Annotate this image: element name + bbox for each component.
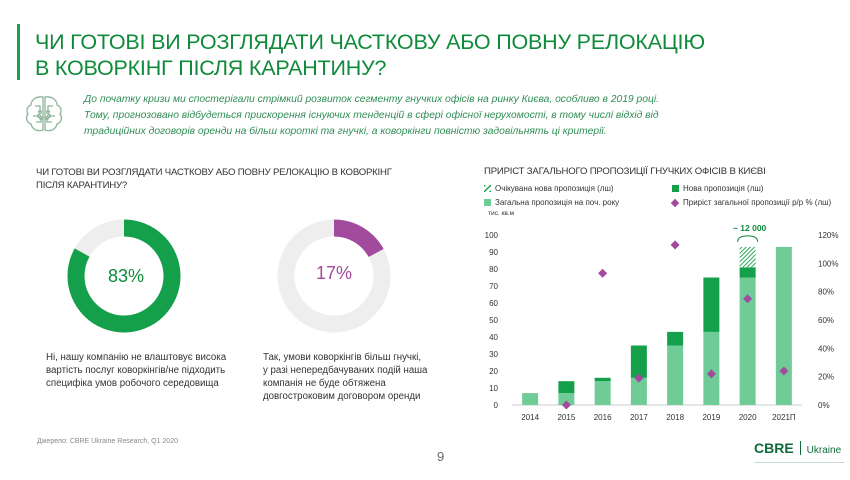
chart-title: ПРИРІСТ ЗАГАЛЬНОГО ПРОПОЗИЦІЇ ГНУЧКИХ ОФ…: [484, 166, 766, 177]
logo-text: CBRE: [754, 440, 794, 456]
y-tick-label: 30: [489, 350, 498, 359]
x-tick-label: 2019: [702, 413, 720, 422]
x-tick-label: 2021П: [772, 413, 796, 422]
bar-total-2021П: [775, 246, 792, 405]
intro-line1: До початку кризи ми спостерігали стрімки…: [84, 94, 660, 105]
bar-new-2018: [667, 331, 684, 346]
survey-title-line2: ПІСЛЯ КАРАНТИНУ?: [36, 180, 128, 191]
donut-yes-caption-line3: компанія не буде обтяжена: [263, 378, 386, 389]
donut-yes-arc: [277, 219, 391, 333]
donut-no-caption-line2: вартість послуг коворкінгів/не підходить: [46, 365, 226, 376]
y2-tick-label: 20%: [818, 373, 834, 382]
y-tick-label: 50: [489, 316, 498, 325]
bar-expected-2020: [739, 246, 756, 268]
growth-marker-2018: [670, 240, 680, 250]
bar-new-2019: [703, 277, 720, 332]
donut-no-caption-line3: специфіка умов робочого середовища: [46, 378, 219, 389]
donut-yes-caption-line2: у разі непередбачуваних подій наша: [263, 365, 428, 376]
source-note: Джерело: CBRE Ukraine Research, Q1 2020: [37, 438, 178, 445]
page-title: ЧИ ГОТОВІ ВИ РОЗГЛЯДАТИ ЧАСТКОВУ АБО ПОВ…: [35, 29, 815, 81]
bar-new-2017: [630, 345, 647, 378]
annotation-label: ~ 12 000: [733, 223, 767, 233]
y-tick-label: 40: [489, 333, 498, 342]
y2-tick-label: 40%: [818, 344, 834, 353]
donut-yes-label: 17%: [315, 263, 353, 283]
legend-new-swatch: [672, 185, 679, 193]
intro-text: До початку кризи ми спостерігали стрімки…: [84, 92, 784, 140]
legend-item-growth: Приріст загальної пропозиції р/р % (лш): [670, 198, 832, 208]
y-tick-label: 0: [494, 401, 499, 410]
y2-tick-label: 80%: [818, 288, 834, 297]
legend-hatch-swatch: [484, 185, 491, 193]
x-tick-label: 2018: [666, 413, 684, 422]
page-title-line2: В КОВОРКІНГ ПІСЛЯ КАРАНТИНУ?: [35, 56, 387, 80]
donut-no-label: 83%: [107, 266, 145, 286]
brain-icon: [25, 96, 63, 132]
bar-total-2018: [667, 345, 684, 405]
legend-item-new: Нова пропозиція (лш): [672, 184, 763, 193]
donut-no-caption-line1: Ні, нашу компанію не влаштовує висока: [46, 352, 227, 363]
x-tick-label: 2014: [521, 413, 539, 422]
bar-total-2019: [703, 331, 720, 405]
donut-no-caption: Ні, нашу компанію не влаштовує висока ва…: [46, 351, 246, 390]
legend-item-expected: Очікувана нова пропозиція (лш): [484, 184, 614, 193]
bar-new-2020: [739, 267, 756, 278]
donut-yes-caption: Так, умови коворкінгів більш гнучкі, у р…: [263, 351, 463, 403]
page-title-line1: ЧИ ГОТОВІ ВИ РОЗГЛЯДАТИ ЧАСТКОВУ АБО ПОВ…: [35, 30, 705, 54]
y-tick-label: 70: [489, 282, 498, 291]
donut-chart-yes: [277, 219, 391, 333]
x-tick-label: 2017: [630, 413, 648, 422]
x-tick-label: 2015: [557, 413, 575, 422]
y2-tick-label: 100%: [818, 259, 838, 268]
legend-label-total: Загальна пропозиція на поч. року: [495, 198, 620, 207]
title-accent-bar: [17, 24, 20, 80]
logo-underline: [754, 462, 844, 463]
y2-tick-label: 120%: [818, 231, 838, 240]
page-number: 9: [437, 449, 445, 464]
y-tick-label: 20: [489, 367, 498, 376]
y-tick-label: 60: [489, 299, 498, 308]
x-tick-label: 2020: [739, 413, 757, 422]
y2-tick-label: 60%: [818, 316, 834, 325]
y2-tick-label: 0%: [818, 401, 830, 410]
bar-total-2017: [630, 377, 647, 405]
annotation-bracket: [737, 235, 759, 242]
intro-line3: традиційних договорів оренди на більш ко…: [84, 126, 607, 137]
legend-label-new: Нова пропозиція (лш): [683, 184, 764, 193]
logo-sub-text: Ukraine: [806, 445, 842, 456]
donut-no-arc: [67, 219, 181, 333]
bar-total-2016: [594, 381, 611, 405]
y-tick-label: 80: [489, 265, 498, 274]
x-tick-label: 2016: [594, 413, 612, 422]
logo-separator: [799, 441, 801, 455]
legend-item-total: Загальна пропозиція на поч. року: [484, 198, 619, 207]
survey-title: ЧИ ГОТОВІ ВИ РОЗГЛЯДАТИ ЧАСТКОВУ АБО ПОВ…: [36, 166, 416, 192]
intro-line2: Тому, прогнозовано відбудеться прискорен…: [84, 110, 659, 121]
donut-yes-caption-line1: Так, умови коворкінгів більш гнучкі,: [263, 352, 422, 363]
survey-title-line1: ЧИ ГОТОВІ ВИ РОЗГЛЯДАТИ ЧАСТКОВУ АБО ПОВ…: [36, 167, 392, 178]
donut-chart-no: [67, 219, 181, 333]
bar-chart: тис. кв.м 0 10 20 30 40 50 60 70 80 90 100 0% 20% 40% 6…: [485, 210, 839, 422]
donut-yes-caption-line4: довгостроковим договором оренди: [263, 391, 421, 402]
legend-label-growth: Приріст загальної пропозиції р/р % (лш): [683, 198, 832, 207]
growth-marker-2016: [598, 268, 608, 278]
y-axis-label: тис. кв.м: [488, 210, 515, 217]
bar-total-2015: [558, 393, 575, 405]
bar-new-2016: [594, 377, 611, 382]
bar-new-2015: [558, 381, 575, 394]
y-tick-label: 100: [485, 231, 499, 240]
bar-total-2014: [522, 393, 539, 405]
y-tick-label: 90: [489, 248, 498, 257]
legend-label-expected: Очікувана нова пропозиція (лш): [495, 184, 614, 193]
legend-total-swatch: [484, 199, 491, 207]
y-tick-label: 10: [489, 384, 498, 393]
bar-total-2020: [739, 277, 756, 405]
cbre-logo: CBRE Ukraine: [754, 440, 841, 456]
